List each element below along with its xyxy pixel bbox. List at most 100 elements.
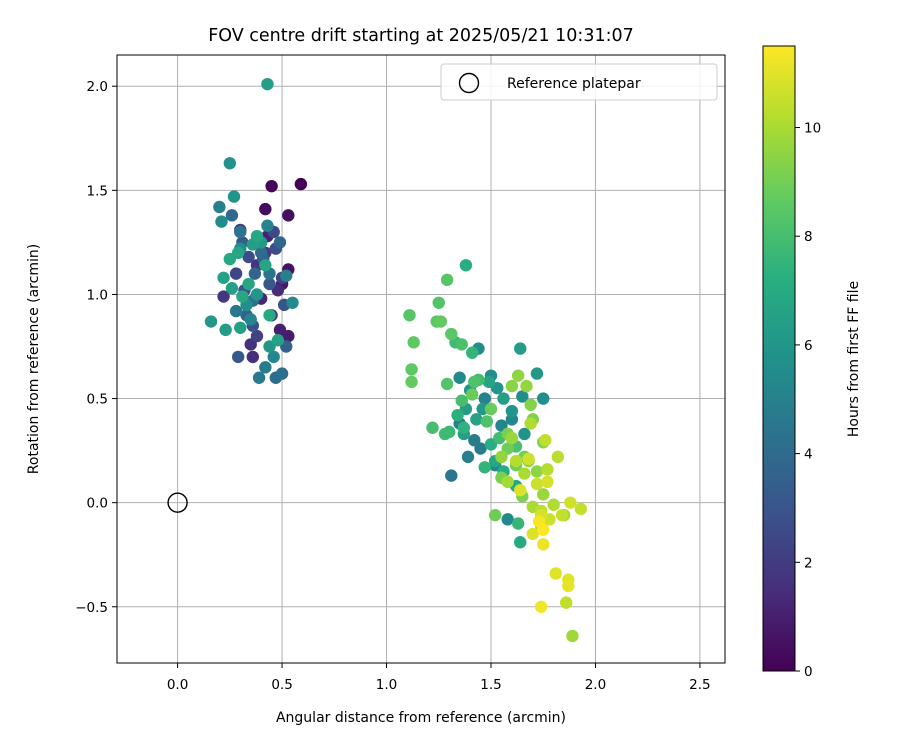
data-point [495, 450, 508, 464]
data-point [505, 431, 519, 445]
data-point [250, 329, 264, 343]
data-point [501, 475, 514, 489]
reference-point-marker [167, 492, 188, 513]
y-axis-ticks: −0.5 0.0 0.5 1.0 1.5 2.0 [75, 79, 117, 616]
data-point [541, 475, 554, 489]
data-point [407, 336, 420, 349]
data-point [488, 508, 502, 522]
data-point [217, 271, 230, 284]
data-point [451, 409, 464, 422]
data-point [229, 304, 243, 318]
x-tick-label: 0.5 [271, 677, 292, 693]
x-tick-label: 2.0 [585, 677, 606, 693]
data-point [524, 398, 537, 412]
data-point [275, 367, 289, 380]
colorbar-tick-label: 10 [804, 121, 821, 137]
data-point [539, 434, 552, 447]
data-point [254, 246, 268, 260]
y-tick-label: 0.0 [87, 496, 108, 512]
data-point [555, 508, 569, 522]
data-point [505, 404, 519, 418]
data-point [514, 536, 527, 549]
data-point [440, 377, 454, 391]
data-point [534, 600, 548, 613]
data-point [514, 342, 527, 355]
colorbar-ticks: 0 2 4 6 8 10 [795, 121, 821, 680]
data-point [263, 277, 276, 291]
data-point [511, 369, 525, 382]
x-tick-label: 1.5 [480, 677, 501, 693]
data-point [461, 450, 475, 464]
data-point [250, 229, 264, 243]
data-point [530, 367, 544, 380]
data-point [267, 350, 280, 364]
plot-background [117, 55, 725, 663]
data-point [432, 296, 445, 309]
data-point [273, 236, 287, 249]
data-point [511, 517, 525, 530]
colorbar-gradient [762, 45, 796, 672]
data-point [223, 252, 237, 266]
data-point [426, 421, 439, 434]
data-point [484, 402, 498, 416]
data-point [259, 361, 272, 374]
x-tick-label: 0.0 [167, 677, 188, 693]
data-point [465, 388, 479, 401]
chart-title: FOV centre drift starting at 2025/05/21 … [208, 26, 634, 46]
data-point [478, 392, 491, 405]
data-point [518, 427, 531, 441]
data-point [405, 363, 418, 376]
data-point [236, 290, 249, 303]
data-point [455, 338, 468, 351]
data-point [549, 567, 562, 580]
data-point [248, 267, 262, 280]
data-point [213, 200, 226, 214]
data-point [468, 375, 481, 389]
y-tick-label: 1.5 [87, 183, 108, 199]
data-point [252, 371, 266, 384]
data-point [282, 209, 295, 222]
scatter-points [204, 77, 588, 643]
y-tick-label: 1.0 [87, 287, 108, 303]
data-point [537, 523, 550, 536]
plot-frame [116, 54, 726, 664]
colorbar-tick-label: 4 [804, 447, 813, 463]
x-axis-label: Angular distance from reference (arcmin) [276, 710, 566, 726]
data-point [453, 371, 466, 384]
data-point [229, 267, 243, 280]
data-point [468, 434, 481, 447]
data-point [551, 450, 565, 464]
data-point [518, 467, 531, 480]
y-tick-label: −0.5 [75, 600, 108, 616]
data-point [261, 77, 274, 91]
data-point [537, 488, 550, 501]
data-point [445, 469, 458, 482]
colorbar-tick-label: 0 [804, 664, 813, 680]
data-point [263, 309, 276, 322]
data-point [526, 527, 539, 541]
y-axis-label: Rotation from reference (arcmin) [26, 244, 42, 474]
data-point [204, 315, 218, 328]
data-point [505, 379, 519, 393]
data-point [259, 259, 272, 272]
data-point [405, 375, 418, 389]
data-point [537, 392, 550, 405]
data-point [219, 323, 232, 337]
data-point [457, 421, 471, 434]
data-point [231, 350, 245, 364]
data-point [286, 296, 299, 309]
data-point [234, 225, 247, 239]
legend-label-reference: Reference platepar [507, 76, 641, 92]
data-point [438, 427, 452, 441]
y-tick-label: 0.5 [87, 392, 108, 408]
data-point [574, 502, 588, 516]
data-point [465, 346, 479, 359]
x-tick-label: 2.5 [689, 677, 710, 693]
colorbar-label: Hours from first FF file [846, 281, 862, 437]
data-point [455, 394, 468, 407]
grid [117, 55, 725, 663]
data-point [562, 579, 575, 593]
colorbar-tick-label: 6 [804, 338, 813, 354]
data-point [225, 282, 239, 295]
data-point [524, 417, 537, 430]
